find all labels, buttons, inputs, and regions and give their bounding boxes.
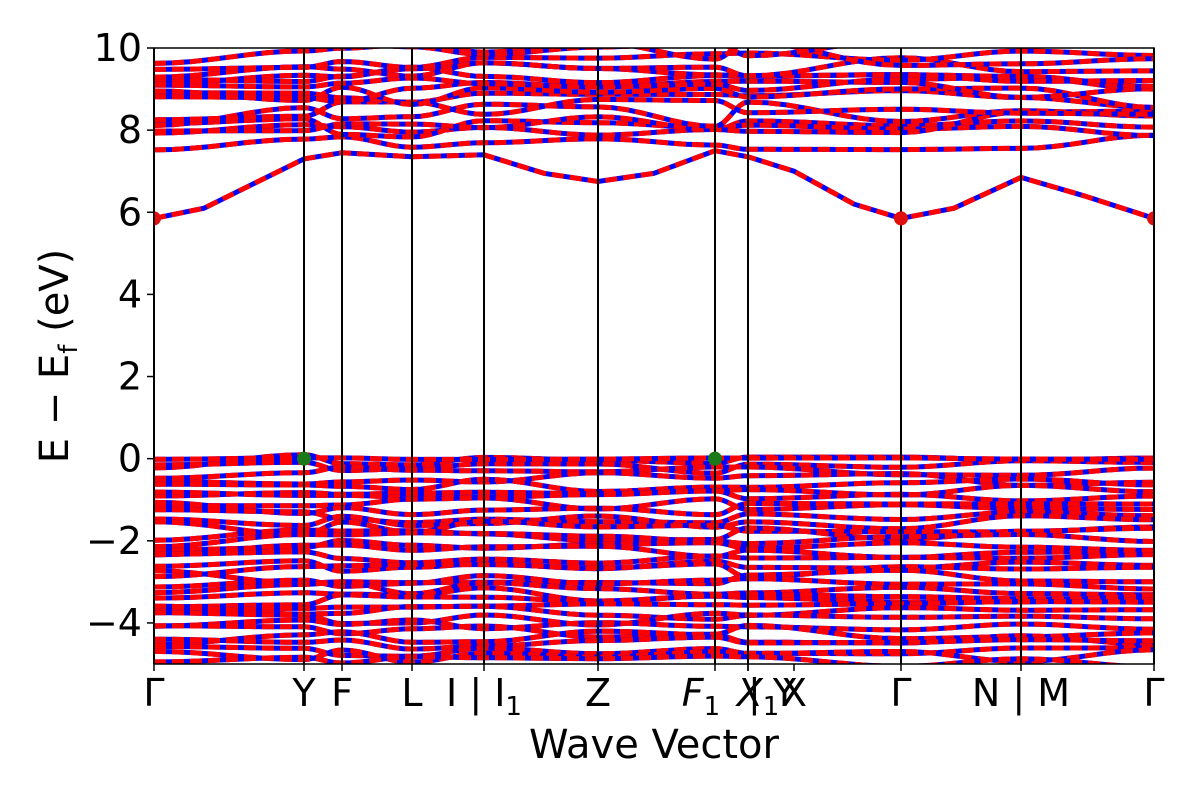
y-axis-ticks: −4 −2 0 2 4 6 8 10 [86, 26, 154, 645]
x-tick-label: Γ [1143, 671, 1164, 715]
x-tick-label: L [401, 671, 422, 715]
x-tick-label: Y [291, 671, 316, 715]
band-edge-markers [154, 211, 1154, 466]
y-axis-title-sub: f [54, 344, 84, 354]
vbm-marker [708, 451, 722, 466]
y-tick-label: 4 [118, 272, 142, 316]
x-tick-label: Γ [143, 671, 164, 715]
y-tick-label: −2 [86, 519, 142, 563]
x-tick-label: X [781, 671, 807, 715]
svg-text:E − Ef (eV): E − Ef (eV) [32, 249, 84, 464]
y-axis-title: E − Ef (eV) [32, 249, 84, 464]
x-tick-label: Γ [890, 671, 911, 715]
vbm-marker [297, 451, 311, 466]
x-tick-label: | Y [748, 671, 797, 716]
band-line-down [154, 96, 1154, 123]
cbm-marker [1147, 211, 1154, 226]
band-line-down [154, 48, 1154, 68]
x-tick-label: F [331, 671, 353, 715]
y-tick-label: 2 [118, 355, 142, 399]
x-tick-label: X1 [735, 671, 780, 722]
x-tick-label: I | I1 [446, 671, 522, 722]
y-axis-title-main: E − E [32, 354, 78, 464]
band-line-down [154, 518, 1154, 538]
y-tick-label: −4 [86, 601, 142, 645]
y-axis-title-unit: (eV) [32, 249, 78, 345]
y-tick-label: 0 [118, 437, 142, 481]
y-tick-label: 10 [94, 26, 142, 70]
y-tick-label: 6 [118, 190, 142, 234]
cbm-marker [154, 211, 161, 226]
x-tick-label: Z [585, 671, 611, 715]
cbm-marker [894, 211, 908, 226]
plot-frame [153, 47, 1155, 665]
x-tick-label: F1 [682, 671, 720, 722]
y-tick-label: 8 [118, 108, 142, 152]
x-tick-label: N | M [972, 671, 1070, 716]
x-axis-title: Wave Vector [529, 722, 780, 768]
band-line-down [154, 55, 1154, 80]
